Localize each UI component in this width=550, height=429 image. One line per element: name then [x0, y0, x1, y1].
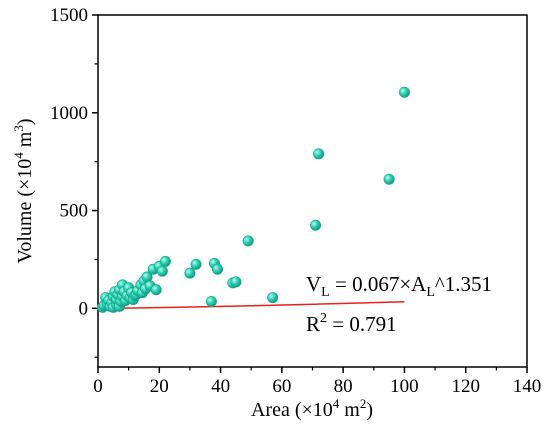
data-points — [97, 86, 410, 313]
x-tick-label: 100 — [390, 376, 419, 397]
x-tick-label: 120 — [451, 376, 480, 397]
x-tick-labels: 0 20 40 60 80 100 120 140 — [93, 376, 541, 397]
data-point — [398, 86, 410, 98]
data-point — [205, 295, 217, 307]
data-point — [190, 258, 202, 270]
x-tick-label: 40 — [211, 376, 230, 397]
y-tick-label: 1500 — [50, 5, 88, 26]
x-tick-label: 20 — [150, 376, 169, 397]
r-squared-label: R2 = 0.791 — [306, 311, 397, 336]
data-point — [313, 148, 325, 160]
data-point — [383, 173, 395, 185]
fit-curve — [97, 300, 405, 310]
data-point — [212, 263, 224, 275]
data-point — [267, 292, 279, 304]
y-tick-labels: 0 500 1000 1500 — [50, 5, 88, 319]
data-point — [242, 235, 254, 247]
data-point — [156, 265, 168, 277]
data-point — [159, 255, 171, 267]
y-axis-title: Volume (×104 m3) — [11, 118, 36, 263]
x-axis-title: Area (×104 m2) — [251, 396, 373, 421]
data-point — [150, 284, 162, 296]
x-tick-label: 80 — [334, 376, 353, 397]
y-tick-label: 0 — [79, 298, 89, 319]
y-tick-label: 500 — [60, 201, 89, 222]
x-tick-label: 0 — [93, 376, 103, 397]
data-point — [230, 276, 242, 288]
y-tick-label: 1000 — [50, 103, 88, 124]
data-point — [310, 219, 322, 231]
x-tick-label: 60 — [272, 376, 291, 397]
x-tick-label: 140 — [513, 376, 542, 397]
data-point — [184, 267, 196, 279]
fit-equation: VL = 0.067×AL^1.351 — [306, 272, 492, 300]
axis-ticks — [92, 14, 528, 373]
